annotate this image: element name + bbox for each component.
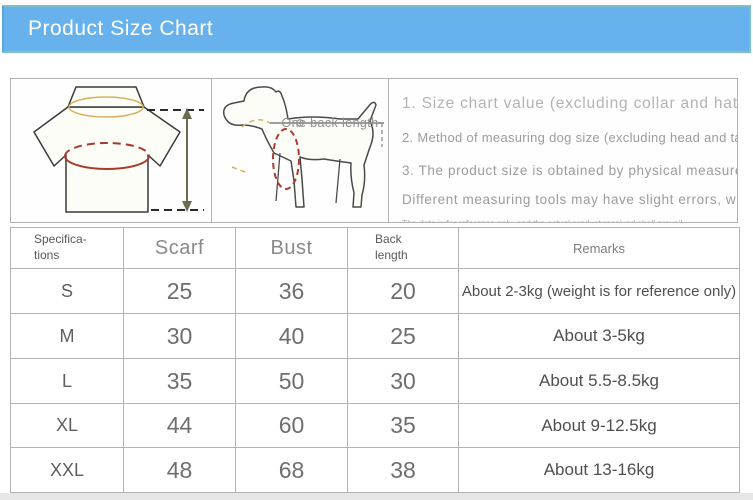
notes-panel: 1. Size chart value (excluding collar an… [389, 79, 737, 222]
back-length-label: One back length [281, 116, 378, 130]
col-header-scarf: Scarf [123, 227, 236, 269]
garment-measure-diagram-icon [33, 86, 204, 213]
remark-cell: About 3-5kg [458, 313, 740, 359]
size-cell: XL [10, 403, 124, 448]
back-length-cell: 35 [347, 403, 459, 448]
remark-cell: About 5.5-8.5kg [458, 358, 740, 404]
bust-cell: 60 [235, 403, 348, 448]
back-length-cell: 20 [347, 268, 459, 314]
note-line-1: 1. Size chart value (excluding collar an… [402, 95, 737, 112]
remark-cell: About 9-12.5kg [458, 403, 740, 448]
page-title: Product Size Chart [28, 17, 214, 40]
bust-cell: 40 [235, 313, 348, 359]
page-header: Product Size Chart [2, 5, 751, 53]
size-cell: S [10, 268, 124, 314]
col-header-bust: Bust [235, 227, 348, 269]
back-length-cell: 30 [347, 358, 459, 404]
table-row: XL 44 60 35 About 9-12.5kg [10, 403, 740, 448]
size-cell: M [10, 313, 124, 359]
remark-cell: About 2-3kg (weight is for reference onl… [458, 268, 740, 314]
table-row: L 35 50 30 About 5.5-8.5kg [10, 358, 740, 404]
info-panel: One back length 1. Size chart value (exc… [10, 78, 738, 223]
note-line-4: Different measuring tools may have sligh… [402, 192, 737, 207]
scarf-cell: 30 [123, 313, 236, 359]
bottom-strip [0, 493, 753, 500]
note-disclaimer: The data is for reference only, and the … [402, 218, 737, 222]
size-chart-table: Specifica- tions Scarf Bust Back length … [10, 227, 740, 493]
bust-cell: 50 [235, 358, 348, 404]
table-row: S 25 36 20 About 2-3kg (weight is for re… [10, 268, 740, 314]
table-row: XXL 48 68 38 About 13-16kg [10, 447, 740, 493]
note-line-2: 2. Method of measuring dog size (excludi… [402, 130, 737, 145]
scarf-cell: 48 [123, 447, 236, 493]
scarf-cell: 44 [123, 403, 236, 448]
table-header-row: Specifica- tions Scarf Bust Back length … [10, 227, 740, 269]
size-cell: XXL [10, 447, 124, 493]
back-length-cell: 38 [347, 447, 459, 493]
note-line-3: 3. The product size is obtained by physi… [402, 163, 737, 178]
dog-measure-diagram-icon: One back length [222, 86, 384, 208]
scarf-cell: 25 [123, 268, 236, 314]
col-header-back-length: Back length [347, 227, 459, 269]
bust-cell: 68 [235, 447, 348, 493]
remark-cell: About 13-16kg [458, 447, 740, 493]
size-cell: L [10, 358, 124, 404]
col-header-remarks: Remarks [458, 227, 740, 269]
garment-diagram-cell [11, 79, 212, 222]
col-header-specifications: Specifica- tions [10, 227, 124, 269]
bust-cell: 36 [235, 268, 348, 314]
back-length-cell: 25 [347, 313, 459, 359]
dog-diagram-cell: One back length [212, 79, 389, 222]
table-row: M 30 40 25 About 3-5kg [10, 313, 740, 359]
scarf-cell: 35 [123, 358, 236, 404]
